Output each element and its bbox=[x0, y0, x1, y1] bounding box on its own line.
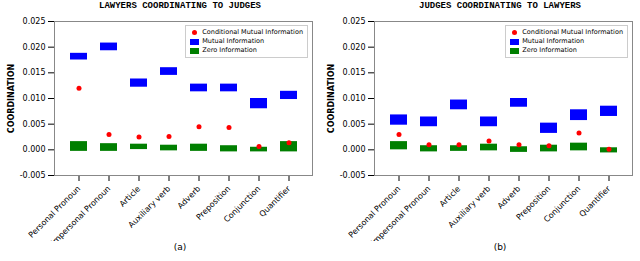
svg-text:COORDINATION: COORDINATION bbox=[7, 64, 16, 133]
svg-text:Personal Pronoun: Personal Pronoun bbox=[27, 184, 82, 239]
svg-text:Conjunction: Conjunction bbox=[542, 184, 582, 224]
svg-text:0.015: 0.015 bbox=[23, 68, 46, 77]
svg-text:0.010: 0.010 bbox=[23, 94, 46, 103]
svg-text:Auxiliary verb: Auxiliary verb bbox=[447, 184, 493, 230]
html-text:Conditional Mutual Information: Conditional Mutual Information bbox=[202, 28, 303, 36]
html-text:Zero Information: Zero Information bbox=[522, 46, 577, 54]
svg-text:0.005: 0.005 bbox=[343, 120, 366, 129]
svg-text:Article: Article bbox=[438, 184, 463, 209]
html-text:Mutual Information: Mutual Information bbox=[202, 37, 265, 45]
svg-text:Quantifier: Quantifier bbox=[578, 184, 613, 219]
svg-text:Quantifier: Quantifier bbox=[258, 184, 293, 219]
svg-text:Preposition: Preposition bbox=[194, 184, 233, 222]
svg-text:0.000: 0.000 bbox=[343, 145, 366, 154]
svg-text:0.025: 0.025 bbox=[23, 17, 46, 26]
svg-text:0.020: 0.020 bbox=[23, 43, 46, 52]
svg-text:0.020: 0.020 bbox=[343, 43, 366, 52]
svg-text:0.025: 0.025 bbox=[343, 17, 366, 26]
svg-text:Impersonal Pronoun: Impersonal Pronoun bbox=[49, 184, 112, 241]
svg-text:Auxiliary verb: Auxiliary verb bbox=[127, 184, 173, 230]
svg-text:0.010: 0.010 bbox=[343, 94, 366, 103]
html-text:Zero Information: Zero Information bbox=[202, 46, 257, 54]
svg-text:-0.005: -0.005 bbox=[340, 171, 366, 180]
svg-text:Adverb: Adverb bbox=[176, 184, 202, 210]
svg-text:Preposition: Preposition bbox=[514, 184, 553, 222]
svg-text:-0.005: -0.005 bbox=[20, 171, 46, 180]
svg-text:Personal Pronoun: Personal Pronoun bbox=[347, 184, 402, 239]
svg-text:Impersonal Pronoun: Impersonal Pronoun bbox=[369, 184, 432, 241]
html-text:Mutual Information: Mutual Information bbox=[522, 37, 585, 45]
svg-text:0.000: 0.000 bbox=[23, 145, 46, 154]
html-text:Conditional Mutual Information: Conditional Mutual Information bbox=[522, 28, 623, 36]
svg-text:0.005: 0.005 bbox=[23, 120, 46, 129]
html-text:(a): (a) bbox=[173, 242, 187, 252]
svg-text:0.015: 0.015 bbox=[343, 68, 366, 77]
svg-text:Conjunction: Conjunction bbox=[222, 184, 262, 224]
html-text:JUDGES COORDINATING TO LAWYERS: JUDGES COORDINATING TO LAWYERS bbox=[419, 1, 581, 11]
html-text:(b): (b) bbox=[493, 242, 507, 252]
svg-text:Adverb: Adverb bbox=[496, 184, 522, 210]
svg-text:COORDINATION: COORDINATION bbox=[327, 64, 336, 133]
svg-text:Article: Article bbox=[118, 184, 143, 209]
html-text:LAWYERS COORDINATING TO JUDGES: LAWYERS COORDINATING TO JUDGES bbox=[99, 1, 261, 11]
